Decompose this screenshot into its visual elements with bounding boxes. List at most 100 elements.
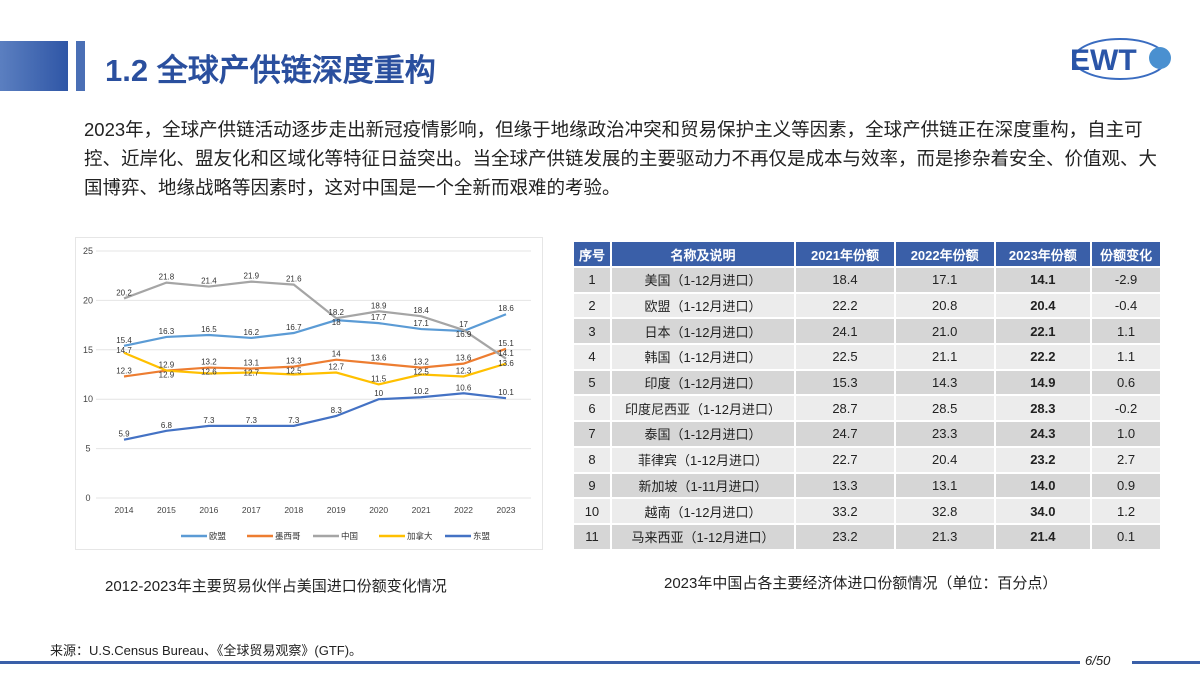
- column-header: 2022年份额: [893, 240, 996, 268]
- data-label: 6.8: [161, 421, 173, 430]
- table-cell: 23.2: [794, 522, 896, 551]
- data-label: 17: [459, 320, 468, 329]
- table-cell: 1.0: [1090, 420, 1162, 448]
- data-label: 13.6: [498, 359, 514, 368]
- table-cell: -2.9: [1090, 266, 1162, 294]
- table-cell: 5: [572, 368, 612, 397]
- table-cell: 14.1: [993, 266, 1093, 294]
- data-label: 12.9: [159, 371, 175, 380]
- data-label: 16.7: [286, 323, 302, 332]
- table-cell: 菲律宾（1-12月进口）: [609, 445, 797, 474]
- table-cell: 11: [572, 522, 612, 551]
- table-cell: 10: [572, 497, 612, 525]
- data-label: 17.1: [413, 319, 429, 328]
- table-cell: 24.1: [794, 317, 896, 346]
- table-cell: 日本（1-12月进口）: [609, 317, 797, 346]
- data-label: 13.1: [244, 359, 260, 368]
- table-cell: 9: [572, 471, 612, 500]
- data-label: 18.4: [413, 306, 429, 315]
- x-tick-label: 2014: [115, 505, 134, 515]
- table-cell: -0.4: [1090, 291, 1162, 320]
- data-label: 12.7: [328, 363, 344, 372]
- data-label: 12.5: [286, 367, 302, 376]
- table-cell: 21.1: [893, 343, 996, 371]
- table-row: 9 新加坡（1-11月进口） 13.3 13.1 14.0 0.9: [572, 471, 1162, 500]
- data-label: 14: [332, 350, 341, 359]
- table-cell: -0.2: [1090, 394, 1162, 423]
- line-chart: 0 5 10 15 20 25 2014 2015 2016 2017 2018 2019 2020 20…: [75, 237, 543, 550]
- data-label: 21.9: [244, 272, 260, 281]
- table-cell: 14.0: [993, 471, 1093, 500]
- legend-label: 墨西哥: [275, 531, 301, 541]
- table-cell: 1.1: [1090, 317, 1162, 346]
- ewt-logo: EWT: [1070, 38, 1171, 80]
- data-label: 12.7: [244, 369, 260, 378]
- table-cell: 6: [572, 394, 612, 423]
- table-cell: 23.3: [893, 420, 996, 448]
- table-cell: 20.8: [893, 291, 996, 320]
- x-tick-label: 2017: [242, 505, 261, 515]
- legend-label: 东盟: [473, 531, 491, 541]
- page-title: 1.2 全球产供链深度重构: [105, 53, 436, 88]
- data-label: 13.2: [413, 358, 429, 367]
- header-decoration: [0, 41, 68, 91]
- table-cell: 欧盟（1-12月进口）: [609, 291, 797, 320]
- table-cell: 印度（1-12月进口）: [609, 368, 797, 397]
- table-cell: 22.2: [794, 291, 896, 320]
- table-cell: 13.3: [794, 471, 896, 500]
- table-cell: 32.8: [893, 497, 996, 525]
- series-line: [123, 280, 507, 360]
- data-label: 14.1: [498, 349, 514, 358]
- data-label: 10.2: [413, 387, 429, 396]
- intro-paragraph: 2023年，全球产供链活动逐步走出新冠疫情影响，但缘于地缘政治冲突和贸易保护主义…: [84, 119, 1158, 198]
- series-line: [123, 392, 507, 441]
- table-cell: 33.2: [794, 497, 896, 525]
- table-cell: 2: [572, 291, 612, 320]
- footer-line-right: [1132, 661, 1200, 664]
- data-label: 16.9: [456, 330, 472, 339]
- table-cell: 马来西亚（1-12月进口）: [609, 522, 797, 551]
- table-cell: 17.1: [893, 266, 996, 294]
- data-label: 17.7: [371, 313, 387, 322]
- table-cell: 13.1: [893, 471, 996, 500]
- data-label: 7.3: [246, 416, 258, 425]
- table-cell: 8: [572, 445, 612, 474]
- table-cell: 21.0: [893, 317, 996, 346]
- table-cell: 20.4: [893, 445, 996, 474]
- table-row: 2 欧盟（1-12月进口） 22.2 20.8 20.4 -0.4: [572, 291, 1162, 320]
- share-table: 序号 名称及说明 2021年份额 2022年份额 2023年份额 份额变化 1 美国（1-1…: [572, 240, 1162, 551]
- column-header: 2023年份额: [993, 240, 1093, 268]
- data-label: 16.2: [244, 328, 260, 337]
- y-tick-label: 25: [83, 246, 93, 256]
- data-label: 12.5: [413, 368, 429, 377]
- data-label: 10.6: [456, 383, 472, 392]
- data-label: 12.9: [159, 361, 175, 370]
- x-tick-label: 2023: [497, 505, 516, 515]
- table-cell: 越南（1-12月进口）: [609, 497, 797, 525]
- table-cell: 新加坡（1-11月进口）: [609, 471, 797, 500]
- legend-label: 中国: [341, 531, 358, 541]
- table-row: 4 韩国（1-12月进口） 22.5 21.1 22.2 1.1: [572, 343, 1162, 371]
- y-tick-label: 20: [83, 295, 93, 305]
- data-label: 21.4: [201, 277, 217, 286]
- table-cell: 韩国（1-12月进口）: [609, 343, 797, 371]
- table-cell: 24.7: [794, 420, 896, 448]
- series-line: [123, 313, 507, 347]
- table-cell: 15.3: [794, 368, 896, 397]
- data-label: 16.3: [159, 327, 175, 336]
- table-cell: 3: [572, 317, 612, 346]
- data-label: 13.6: [371, 354, 387, 363]
- series-line: [123, 351, 507, 386]
- table-row: 8 菲律宾（1-12月进口） 22.7 20.4 23.2 2.7: [572, 445, 1162, 474]
- table-cell: 1.1: [1090, 343, 1162, 371]
- table-cell: 2.7: [1090, 445, 1162, 474]
- x-tick-label: 2020: [369, 505, 388, 515]
- legend-label: 欧盟: [209, 531, 227, 541]
- data-label: 10.1: [498, 388, 514, 397]
- y-tick-label: 15: [83, 345, 93, 355]
- table-cell: 28.7: [794, 394, 896, 423]
- table-row: 11 马来西亚（1-12月进口） 23.2 21.3 21.4 0.1: [572, 522, 1162, 551]
- legend-label: 加拿大: [407, 531, 433, 541]
- column-header: 序号: [572, 240, 612, 268]
- footer-line: [0, 661, 1080, 664]
